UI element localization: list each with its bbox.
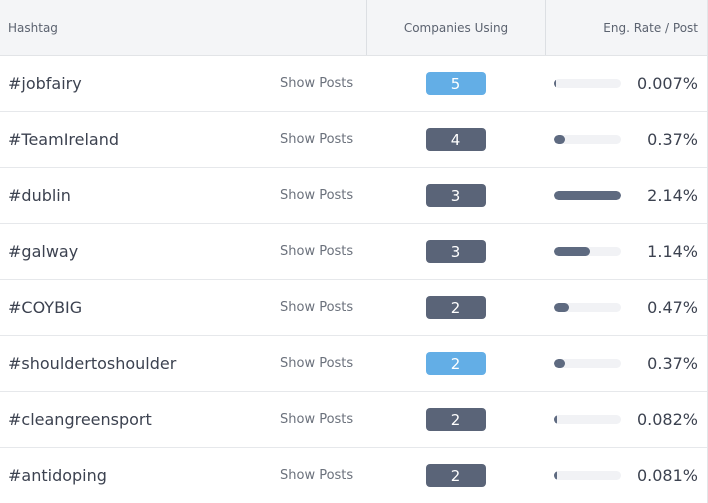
eng-rate-bar-fill (554, 303, 569, 312)
hashtag: #TeamIreland (8, 130, 120, 149)
eng-rate-value: 0.081% (636, 466, 698, 485)
show-posts-link[interactable]: Show Posts (280, 132, 354, 147)
hashtag: #COYBIG (8, 298, 83, 317)
hashtag: #cleangreensport (8, 410, 152, 429)
companies-badge: 2 (425, 464, 486, 487)
table-header: Hashtag Companies Using Eng. Rate / Post (0, 0, 707, 56)
show-posts-link[interactable]: Show Posts (280, 244, 354, 259)
show-posts-link[interactable]: Show Posts (280, 76, 354, 91)
table-row: #TeamIreland Show Posts 4 0.37% (0, 112, 707, 168)
eng-rate-bar-fill (554, 135, 566, 144)
hashtag: #antidoping (8, 466, 107, 485)
table-row: #galway Show Posts 3 1.14% (0, 224, 707, 280)
show-posts-link[interactable]: Show Posts (280, 188, 354, 203)
companies-badge: 2 (425, 352, 486, 375)
eng-rate-value: 0.47% (647, 298, 698, 317)
eng-rate-value: 0.37% (647, 130, 698, 149)
table-row: #dublin Show Posts 3 2.14% (0, 168, 707, 224)
eng-rate-value: 2.14% (647, 186, 698, 205)
hashtag: #jobfairy (8, 74, 82, 93)
eng-rate-bar-fill (554, 415, 557, 424)
eng-rate-bar (554, 247, 621, 256)
eng-rate-value: 0.007% (636, 74, 698, 93)
table-row: #antidoping Show Posts 2 0.081% (0, 448, 707, 503)
show-posts-link[interactable]: Show Posts (280, 300, 354, 315)
eng-rate-bar-fill (554, 191, 621, 200)
eng-rate-bar (554, 471, 621, 480)
companies-badge: 3 (425, 184, 486, 207)
hashtag: #dublin (8, 186, 71, 205)
eng-rate-bar-fill (554, 471, 557, 480)
table-row: #COYBIG Show Posts 2 0.47% (0, 280, 707, 336)
companies-badge: 3 (425, 240, 486, 263)
eng-rate-value: 0.082% (636, 410, 698, 429)
column-header-companies[interactable]: Companies Using (366, 0, 546, 55)
column-header-hashtag[interactable]: Hashtag (8, 20, 58, 35)
show-posts-link[interactable]: Show Posts (280, 356, 354, 371)
show-posts-link[interactable]: Show Posts (280, 412, 354, 427)
eng-rate-bar (554, 415, 621, 424)
eng-rate-value: 0.37% (647, 354, 698, 373)
companies-badge: 2 (425, 296, 486, 319)
table-row: #shouldertoshoulder Show Posts 2 0.37% (0, 336, 707, 392)
hashtag: #shouldertoshoulder (8, 354, 177, 373)
table-row: #jobfairy Show Posts 5 0.007% (0, 56, 707, 112)
eng-rate-bar (554, 135, 621, 144)
companies-badge: 4 (425, 128, 486, 151)
eng-rate-bar (554, 359, 621, 368)
companies-badge: 2 (425, 408, 486, 431)
eng-rate-bar (554, 303, 621, 312)
hashtag: #galway (8, 242, 79, 261)
show-posts-link[interactable]: Show Posts (280, 468, 354, 483)
eng-rate-bar-fill (554, 359, 566, 368)
column-header-eng-rate[interactable]: Eng. Rate / Post (603, 20, 698, 35)
eng-rate-bar-fill (554, 79, 556, 88)
eng-rate-value: 1.14% (647, 242, 698, 261)
eng-rate-bar (554, 79, 621, 88)
eng-rate-bar-fill (554, 247, 590, 256)
eng-rate-bar (554, 191, 621, 200)
companies-badge: 5 (425, 72, 486, 95)
table-row: #cleangreensport Show Posts 2 0.082% (0, 392, 707, 448)
